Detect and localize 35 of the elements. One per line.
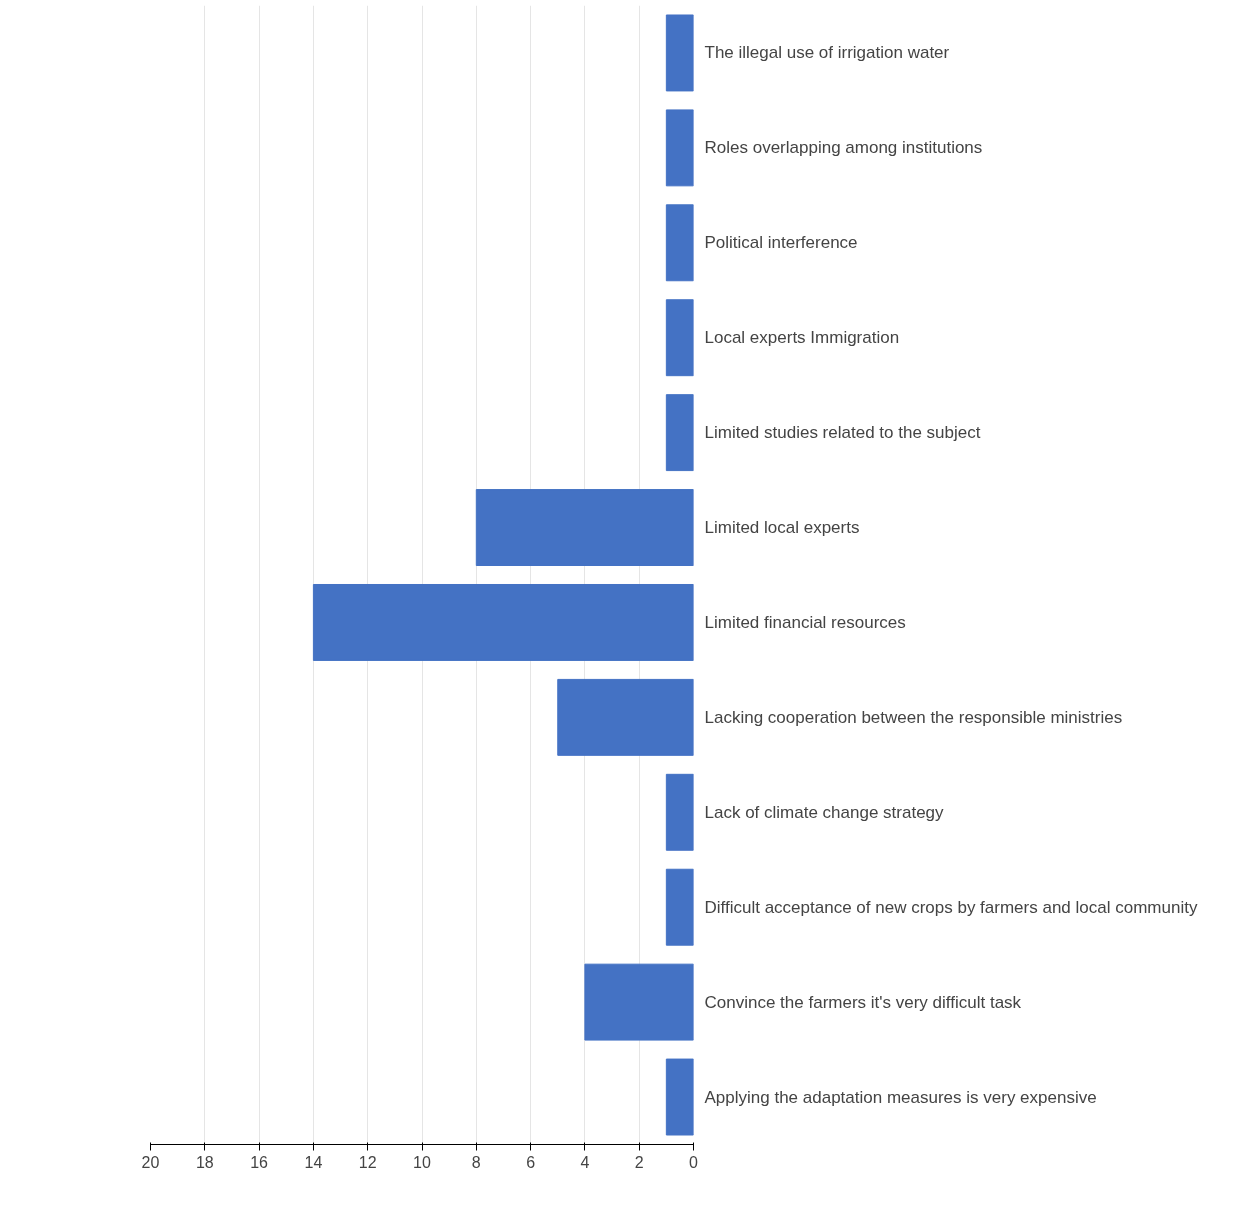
x-tick-label: 20 (141, 1153, 160, 1171)
bar (665, 1058, 694, 1136)
bar (557, 678, 694, 756)
x-tick-label: 10 (413, 1153, 431, 1171)
x-tick-label: 18 (195, 1153, 214, 1171)
x-tick-label: 6 (526, 1153, 536, 1171)
bar (665, 394, 694, 472)
bar (665, 773, 694, 851)
x-tick-label: 12 (358, 1153, 377, 1171)
x-tick-label: 2 (634, 1153, 644, 1171)
y-tick-label: Roles overlapping among institutions (704, 138, 983, 158)
y-tick-label: Convince the farmers it's very difficult task (704, 992, 1022, 1012)
bar (665, 14, 694, 92)
y-tick-label: Limited local experts (704, 518, 860, 538)
x-tick-label: 4 (580, 1153, 590, 1171)
y-tick-label: Applying the adaptation measures is very expensive (704, 1087, 1097, 1107)
bar (665, 109, 694, 187)
x-tick-label: 16 (250, 1153, 269, 1171)
y-tick-label: Lacking cooperation between the responsible ministries (704, 707, 1123, 727)
x-tick-label: 8 (471, 1153, 481, 1171)
y-tick-label: Lack of climate change strategy (704, 802, 945, 822)
bar (584, 963, 694, 1041)
bar (665, 204, 694, 282)
x-tick-label: 14 (304, 1153, 323, 1171)
bar (665, 868, 694, 946)
y-tick-label: Political interference (704, 233, 858, 253)
y-tick-label: Local experts Immigration (704, 328, 900, 348)
bar (312, 583, 694, 661)
bar (665, 299, 694, 377)
y-tick-label: Limited studies related to the subject (704, 423, 981, 443)
y-tick-label: Difficult acceptance of new crops by farmers and local community (704, 897, 1198, 917)
x-tick-label: 0 (689, 1153, 699, 1171)
y-tick-label: The illegal use of irrigation water (704, 43, 950, 63)
bar (475, 489, 694, 567)
y-tick-label: Limited financial resources (704, 612, 906, 632)
